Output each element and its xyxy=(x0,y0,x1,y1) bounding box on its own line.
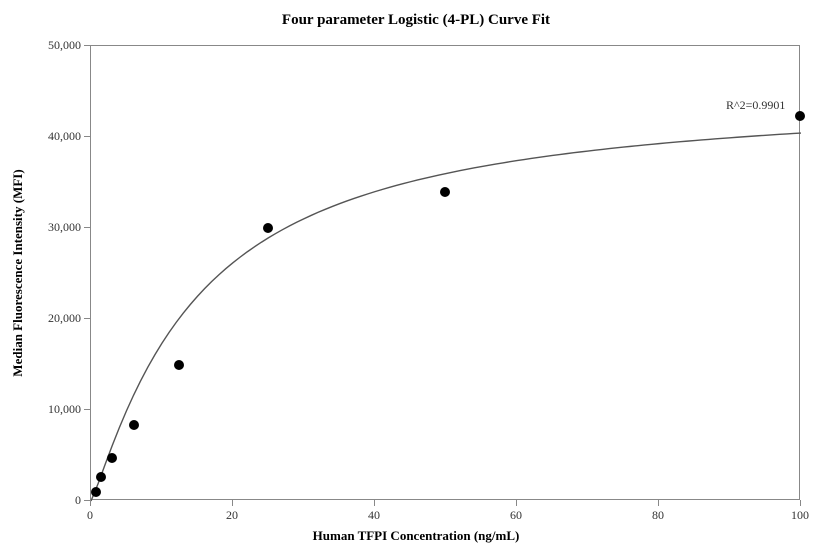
x-tick-label: 0 xyxy=(70,508,110,523)
x-tick-label: 60 xyxy=(496,508,536,523)
data-point xyxy=(129,420,139,430)
data-point xyxy=(440,187,450,197)
y-tick-label: 30,000 xyxy=(48,220,81,235)
y-tick-label: 20,000 xyxy=(48,311,81,326)
y-tick-mark xyxy=(84,45,90,46)
r-squared-annotation: R^2=0.9901 xyxy=(726,98,785,113)
y-tick-label: 10,000 xyxy=(48,402,81,417)
x-axis-label: Human TFPI Concentration (ng/mL) xyxy=(0,528,832,544)
fit-curve xyxy=(91,46,801,501)
chart-title: Four parameter Logistic (4-PL) Curve Fit xyxy=(0,12,832,29)
x-tick-mark xyxy=(658,500,659,506)
y-tick-label: 40,000 xyxy=(48,129,81,144)
data-point xyxy=(91,487,101,497)
x-tick-mark xyxy=(800,500,801,506)
x-tick-label: 100 xyxy=(780,508,820,523)
x-tick-label: 20 xyxy=(212,508,252,523)
x-tick-mark xyxy=(90,500,91,506)
y-tick-mark xyxy=(84,227,90,228)
y-tick-mark xyxy=(84,136,90,137)
data-point xyxy=(96,472,106,482)
data-point xyxy=(263,223,273,233)
x-tick-mark xyxy=(232,500,233,506)
data-point xyxy=(174,360,184,370)
x-tick-label: 40 xyxy=(354,508,394,523)
chart-container: Four parameter Logistic (4-PL) Curve Fit… xyxy=(0,0,832,560)
y-tick-mark xyxy=(84,318,90,319)
y-axis-label: Median Fluorescence Intensity (MFI) xyxy=(10,45,26,500)
y-tick-label: 0 xyxy=(75,493,81,508)
x-tick-label: 80 xyxy=(638,508,678,523)
data-point xyxy=(107,453,117,463)
data-point xyxy=(795,111,805,121)
y-tick-label: 50,000 xyxy=(48,38,81,53)
x-tick-mark xyxy=(374,500,375,506)
y-tick-mark xyxy=(84,409,90,410)
x-tick-mark xyxy=(516,500,517,506)
plot-area xyxy=(90,45,800,500)
